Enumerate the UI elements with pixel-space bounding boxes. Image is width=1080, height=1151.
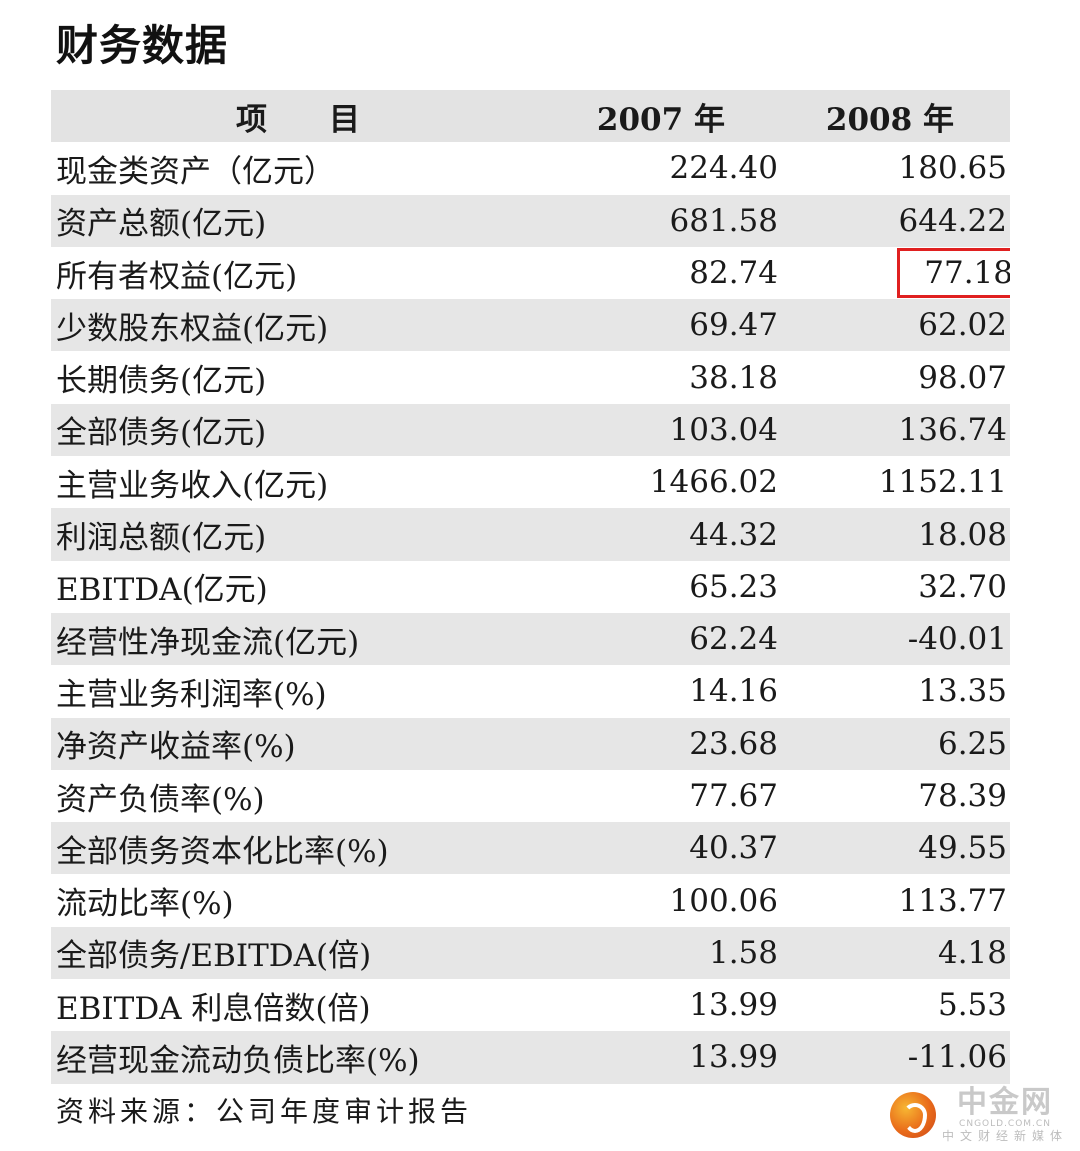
row-label: 主营业务收入(亿元): [56, 467, 329, 504]
header-2008: 2008 年: [781, 90, 1010, 143]
table-row: 主营业务利润率(%) 14.16 13.35: [51, 665, 1010, 717]
table-header-row: 项目 2007 年 2008 年: [51, 90, 1010, 143]
cngold-logo-icon: [889, 1092, 936, 1138]
row-label: 全部债务/EBITDA(倍): [51, 926, 551, 980]
value-2008: 62.02: [781, 299, 1010, 352]
value-2007: 14.16: [689, 673, 778, 710]
row-label: EBITDA 利息倍数(倍): [56, 990, 371, 1027]
row-label: 经营现金流动负债比率(%): [51, 1031, 551, 1084]
value-2007: 13.99: [689, 987, 778, 1024]
table-row: 少数股东权益(亿元) 69.47 62.02: [51, 299, 1010, 352]
row-label: 经营性净现金流(亿元): [51, 612, 551, 666]
table-row: EBITDA 利息倍数(倍) 13.99 5.53: [51, 979, 1010, 1031]
value-2007: 77.67: [689, 778, 778, 814]
table-row: 现金类资产（亿元） 224.40 180.65: [51, 142, 1010, 194]
value-2008: 4.18: [781, 926, 1010, 980]
highlight-box: 77.18: [897, 248, 1010, 299]
watermark-tagline: 中文财经新媒体: [941, 1129, 1068, 1143]
watermark-text: 中金网 CNGOLD.COM.CN 中文财经新媒体: [941, 1085, 1068, 1144]
value-2007: 100.06: [669, 882, 778, 919]
row-label: 净资产收益率(%): [51, 717, 551, 770]
table-row: 资产总额(亿元) 681.58 644.22: [51, 194, 1010, 247]
table-row: EBITDA(亿元) 65.23 32.70: [51, 561, 1010, 613]
value-2007: 65.23: [689, 568, 778, 605]
row-label: 全部债务资本化比率(%): [51, 822, 551, 875]
value-2008: 49.55: [781, 822, 1010, 875]
table-row: 长期债务(亿元) 38.18 98.07: [51, 351, 1010, 403]
value-2008: 78.39: [918, 778, 1007, 814]
value-2008: -40.01: [781, 612, 1010, 666]
header-item: 项目: [51, 90, 551, 143]
watermark-brand: 中金网: [956, 1085, 1053, 1120]
watermark-domain: CNGOLD.COM.CN: [959, 1119, 1051, 1129]
value-2007: 38.18: [689, 359, 778, 396]
row-label: 现金类资产（亿元）: [56, 153, 335, 190]
value-2008: 136.74: [781, 403, 1010, 457]
page-title: 财务数据: [56, 21, 229, 70]
value-2008: 18.08: [781, 508, 1010, 561]
value-2008: 180.65: [898, 150, 1007, 187]
row-label: EBITDA(亿元): [56, 572, 268, 609]
table-row: 流动比率(%) 100.06 113.77: [51, 874, 1010, 926]
value-2008: 5.53: [937, 987, 1007, 1024]
table-row: 所有者权益(亿元) 82.74 77.18: [51, 247, 1010, 299]
row-label: 流动比率(%): [56, 886, 234, 923]
value-2008: 98.07: [918, 359, 1007, 396]
value-2008: 13.35: [918, 673, 1007, 710]
row-label: 主营业务利润率(%): [56, 676, 327, 713]
table-row: 经营性净现金流(亿元) 62.24 -40.01: [51, 612, 1010, 666]
value-2007: 13.99: [551, 1031, 781, 1084]
value-2007: 44.32: [551, 508, 781, 561]
table-row: 资产负债率(%) 77.67 78.39: [51, 770, 1010, 822]
row-label: 所有者权益(亿元): [56, 258, 298, 295]
source-note: 资料来源：公司年度审计报告: [56, 1095, 473, 1128]
value-2007: 62.24: [551, 612, 781, 666]
row-label: 少数股东权益(亿元): [51, 299, 551, 352]
header-2007: 2007 年: [551, 90, 781, 143]
table-row: 主营业务收入(亿元) 1466.02 1152.11: [51, 456, 1010, 508]
value-2007: 1466.02: [649, 464, 778, 501]
row-label: 长期债务(亿元): [56, 363, 267, 400]
table-row: 全部债务(亿元) 103.04 136.74: [51, 403, 1010, 457]
table-row: 全部债务资本化比率(%) 40.37 49.55: [51, 822, 1010, 875]
value-2008: 1152.11: [878, 464, 1007, 501]
value-2007: 681.58: [551, 194, 781, 247]
table-row: 利润总额(亿元) 44.32 18.08: [51, 508, 1010, 561]
value-2008-highlighted: 77.18: [781, 247, 1010, 299]
table-row: 净资产收益率(%) 23.68 6.25: [51, 717, 1010, 770]
value-2008: 644.22: [781, 194, 1010, 247]
row-label: 利润总额(亿元): [51, 508, 551, 561]
value-2008: 6.25: [781, 717, 1010, 770]
value-2007: 1.58: [551, 926, 781, 980]
table-row: 经营现金流动负债比率(%) 13.99 -11.06: [51, 1031, 1010, 1084]
value-2008: -11.06: [781, 1031, 1010, 1084]
table-row: 全部债务/EBITDA(倍) 1.58 4.18: [51, 926, 1010, 980]
row-label: 全部债务(亿元): [51, 403, 551, 457]
financial-data-table: 项目 2007 年 2008 年 现金类资产（亿元） 224.40 180.65…: [51, 90, 1010, 1084]
watermark-logo: 中金网 CNGOLD.COM.CN 中文财经新媒体: [889, 1085, 1068, 1144]
value-2007: 40.37: [551, 822, 781, 875]
value-2007: 82.74: [689, 255, 778, 292]
value-2008: 113.77: [898, 882, 1007, 919]
value-2008: 32.70: [918, 568, 1007, 605]
value-2007: 224.40: [669, 150, 778, 187]
value-2007: 103.04: [551, 403, 781, 457]
value-2007: 69.47: [551, 299, 781, 352]
row-label: 资产总额(亿元): [51, 194, 551, 247]
row-label: 资产负债率(%): [56, 781, 265, 818]
value-2007: 23.68: [551, 717, 781, 770]
